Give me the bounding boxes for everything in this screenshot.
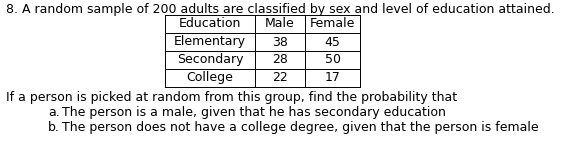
Text: 50: 50 <box>325 53 340 66</box>
Text: Male: Male <box>265 18 295 31</box>
Text: 22: 22 <box>272 72 288 85</box>
Text: b.: b. <box>48 121 60 134</box>
Text: 17: 17 <box>325 72 340 85</box>
Text: 38: 38 <box>272 35 288 48</box>
Text: Elementary: Elementary <box>174 35 246 48</box>
Text: The person is a male, given that he has secondary education: The person is a male, given that he has … <box>62 106 446 119</box>
Text: College: College <box>186 72 234 85</box>
Text: Education: Education <box>179 18 241 31</box>
Text: Female: Female <box>310 18 355 31</box>
Text: a.: a. <box>48 106 60 119</box>
Text: 28: 28 <box>272 53 288 66</box>
Text: If a person is picked at random from this group, find the probability that: If a person is picked at random from thi… <box>6 91 457 104</box>
Text: 8. A random sample of 200 adults are classified by sex and level of education at: 8. A random sample of 200 adults are cla… <box>6 3 555 16</box>
Text: The person does not have a college degree, given that the person is female: The person does not have a college degre… <box>62 121 538 134</box>
Text: Secondary: Secondary <box>177 53 244 66</box>
Text: 45: 45 <box>325 35 340 48</box>
